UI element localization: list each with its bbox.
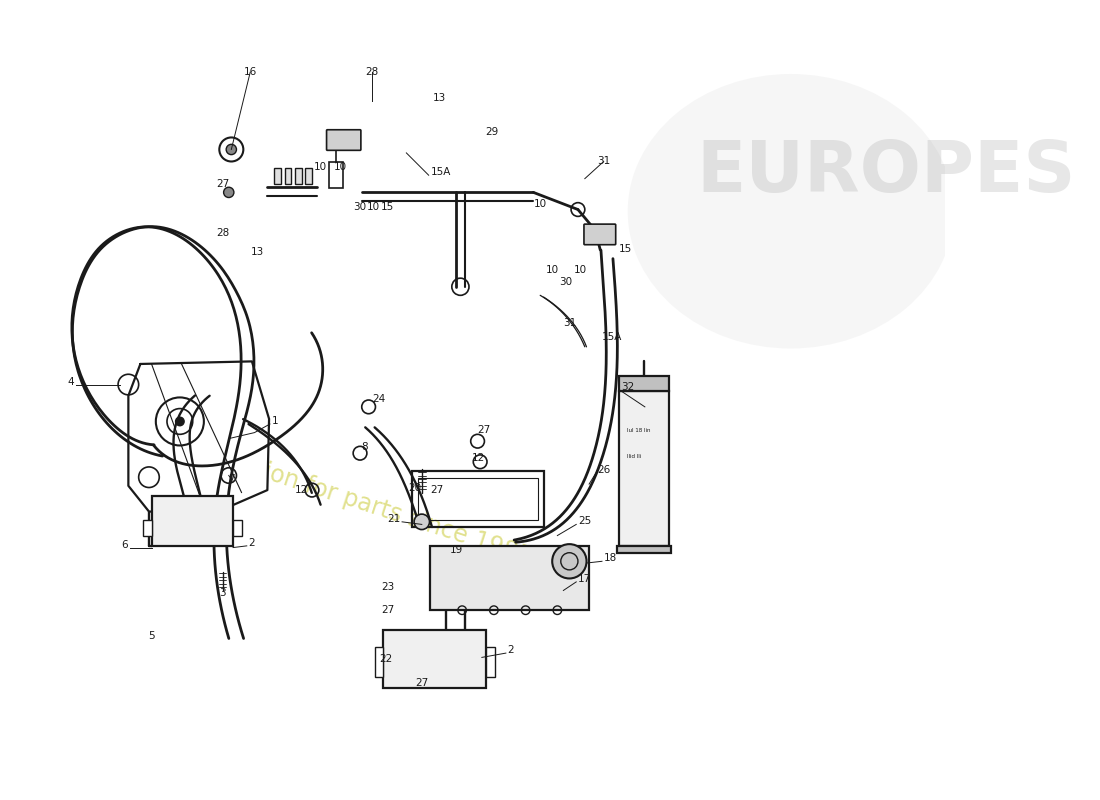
Text: 12: 12 [295,485,308,495]
Text: a passion for parts since 1985: a passion for parts since 1985 [188,436,536,570]
Text: 15: 15 [381,202,394,212]
Text: 31: 31 [563,318,576,328]
Text: 26: 26 [597,465,611,475]
Bar [329,162,343,188]
Text: 30: 30 [353,202,366,212]
Text: 10: 10 [333,162,346,172]
Text: 15: 15 [619,245,632,254]
Bar [233,521,242,536]
Text: 10: 10 [546,265,559,274]
Text: 8: 8 [362,442,369,452]
Text: 27: 27 [477,425,491,434]
Circle shape [223,187,234,198]
Circle shape [176,417,184,426]
Circle shape [227,144,236,154]
Text: EUROPES: EUROPES [696,138,1076,207]
Bar [305,168,312,184]
Text: 27: 27 [216,178,230,189]
Text: 32: 32 [620,382,634,392]
Bar [430,546,590,610]
Bar [295,168,301,184]
Bar [143,521,152,536]
Bar [619,376,669,391]
Bar [411,471,544,527]
Bar [418,478,538,520]
Bar [375,647,383,677]
Text: 28: 28 [216,228,230,238]
Text: 21: 21 [387,514,400,524]
Text: 12: 12 [472,454,485,463]
Circle shape [552,544,586,578]
Text: 3: 3 [219,588,227,598]
Text: 4: 4 [68,377,75,386]
Text: 7: 7 [228,474,234,484]
Text: 23: 23 [381,582,394,592]
Text: 18: 18 [604,554,617,563]
Circle shape [414,514,429,530]
Bar [152,496,233,546]
FancyBboxPatch shape [327,130,361,150]
Text: 15A: 15A [430,167,451,178]
Text: 29: 29 [485,127,498,138]
Bar [617,546,671,553]
Text: 1: 1 [272,416,278,426]
Bar [486,647,495,677]
Text: 13: 13 [432,93,446,103]
Text: 27: 27 [381,606,394,615]
Text: 24: 24 [372,394,385,404]
Text: 17: 17 [578,574,591,584]
Text: 6: 6 [122,539,129,550]
Text: 16: 16 [243,67,256,78]
Text: lul 18 lin: lul 18 lin [627,427,650,433]
Text: 28: 28 [365,67,378,78]
Text: 25: 25 [578,517,591,526]
Text: 10: 10 [534,199,547,210]
Text: 30: 30 [560,277,572,286]
Text: 10: 10 [574,265,587,274]
Text: 10: 10 [367,202,381,212]
Text: llid lli: llid lli [627,454,641,458]
Polygon shape [129,362,270,514]
Text: 10: 10 [314,162,327,172]
Text: 22: 22 [379,654,393,664]
Bar [383,630,486,688]
Text: 13: 13 [251,247,264,258]
Text: 20: 20 [408,482,421,493]
Text: 15A: 15A [602,332,623,342]
Ellipse shape [628,74,954,349]
Text: 31: 31 [597,157,611,166]
Bar [274,168,282,184]
Text: 5: 5 [148,631,155,641]
Text: 2: 2 [249,538,255,548]
Bar [285,168,292,184]
Text: 27: 27 [415,678,428,688]
Text: 2: 2 [507,645,514,655]
Bar [619,391,669,546]
FancyBboxPatch shape [584,224,616,245]
Text: 19: 19 [450,545,463,554]
Text: 27: 27 [430,485,444,495]
